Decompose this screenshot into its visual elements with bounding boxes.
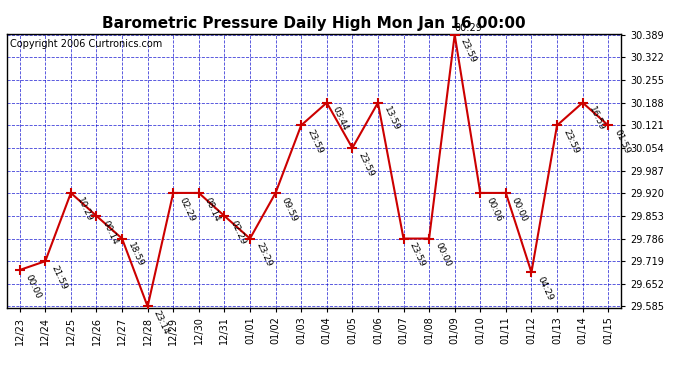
Text: 10:29: 10:29: [75, 196, 94, 223]
Title: Barometric Pressure Daily High Mon Jan 16 00:00: Barometric Pressure Daily High Mon Jan 1…: [102, 16, 526, 31]
Text: 23:59: 23:59: [305, 128, 324, 155]
Text: 18:59: 18:59: [126, 242, 146, 268]
Text: 08:14: 08:14: [203, 196, 222, 223]
Text: 03:44: 03:44: [331, 105, 350, 132]
Text: Copyright 2006 Curtronics.com: Copyright 2006 Curtronics.com: [10, 39, 162, 49]
Text: 13:59: 13:59: [382, 105, 401, 133]
Text: 00:00: 00:00: [510, 196, 529, 223]
Text: 21:59: 21:59: [50, 264, 68, 291]
Text: 23:59: 23:59: [561, 128, 580, 155]
Text: 23:59: 23:59: [408, 242, 426, 268]
Text: 00:00: 00:00: [433, 242, 453, 268]
Text: 23:59: 23:59: [459, 38, 478, 64]
Text: 02:29: 02:29: [228, 219, 248, 246]
Text: 00:00: 00:00: [24, 273, 43, 300]
Text: 00:29: 00:29: [455, 23, 482, 33]
Text: 02:29: 02:29: [177, 196, 197, 223]
Text: 16:59: 16:59: [586, 105, 606, 133]
Text: 04:29: 04:29: [535, 275, 555, 302]
Text: 23:14: 23:14: [152, 309, 171, 336]
Text: 00:14: 00:14: [101, 219, 119, 246]
Text: 09:59: 09:59: [279, 196, 299, 223]
Text: 00:06: 00:06: [484, 196, 504, 223]
Text: 23:59: 23:59: [357, 151, 375, 178]
Text: 23:29: 23:29: [254, 242, 273, 268]
Text: 01:59: 01:59: [612, 128, 631, 155]
